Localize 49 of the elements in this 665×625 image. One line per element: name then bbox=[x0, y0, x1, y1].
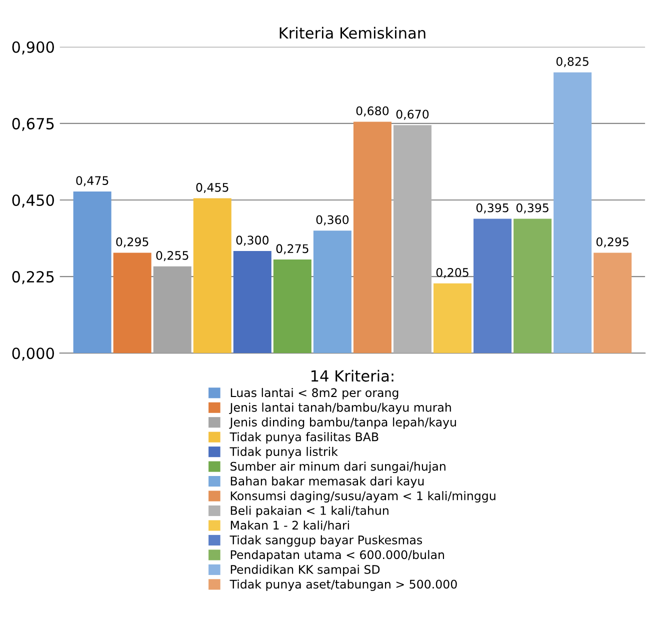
data-label: 0,360 bbox=[316, 215, 349, 226]
bar bbox=[233, 251, 272, 354]
legend-label: Bahan bakar memasak dari kayu bbox=[230, 476, 424, 488]
bar bbox=[393, 125, 432, 354]
data-label: 0,475 bbox=[76, 176, 108, 186]
legend-label: Pendapatan utama < 600.000/bulan bbox=[230, 550, 444, 562]
chart-title: Kriteria Kemiskinan bbox=[280, 26, 426, 39]
data-label: 0,255 bbox=[156, 250, 188, 262]
data-label: 0,455 bbox=[196, 182, 228, 194]
legend-label: Pendidikan KK sampai SD bbox=[230, 564, 380, 576]
legend-label: Jenis lantai tanah/bambu/kayu murah bbox=[229, 402, 451, 414]
data-label: 0,395 bbox=[476, 203, 508, 214]
bar bbox=[273, 260, 312, 354]
legend-label: Tidak punya aset/tabungan > 500.000 bbox=[230, 579, 457, 591]
y-tick-label: 0,900 bbox=[12, 41, 54, 54]
data-label: 0,680 bbox=[356, 106, 389, 116]
bar bbox=[474, 218, 512, 354]
bar bbox=[113, 252, 152, 354]
bar bbox=[353, 122, 392, 354]
data-label: 0,275 bbox=[276, 244, 308, 254]
bar bbox=[153, 266, 192, 354]
bar bbox=[514, 218, 552, 354]
data-label: 0,395 bbox=[516, 203, 548, 214]
data-label: 0,295 bbox=[596, 237, 628, 248]
legend-label: Makan 1 - 2 kali/hari bbox=[230, 520, 349, 531]
bar bbox=[433, 283, 472, 354]
legend-label: Tidak punya fasilitas BAB bbox=[230, 432, 378, 444]
y-tick-label: 0,225 bbox=[12, 271, 54, 284]
data-label: 0,295 bbox=[116, 237, 148, 248]
y-tick-label: 0,450 bbox=[12, 194, 54, 208]
data-label: 0,205 bbox=[436, 268, 468, 278]
legend-label: Beli pakaian < 1 kali/tahun bbox=[230, 506, 388, 518]
legend-label: Jenis dinding bambu/tanpa lepah/kayu bbox=[229, 417, 456, 429]
y-tick-label: 0,000 bbox=[12, 348, 54, 361]
data-label: 0,300 bbox=[236, 236, 269, 246]
legend-title: 14 Kriteria: bbox=[311, 370, 394, 382]
bar bbox=[594, 252, 632, 354]
bar bbox=[554, 72, 592, 354]
bar bbox=[73, 191, 112, 354]
bar bbox=[313, 230, 352, 354]
legend-label: Tidak punya listrik bbox=[230, 446, 338, 458]
legend-label: Luas lantai < 8m2 per orang bbox=[230, 388, 398, 400]
legend-label: Tidak sanggup bayar Puskesmas bbox=[230, 535, 422, 547]
y-tick-label: 0,675 bbox=[12, 118, 54, 132]
data-label: 0,670 bbox=[396, 110, 429, 120]
legend-label: Sumber air minum dari sungai/hujan bbox=[230, 462, 446, 474]
legend-label: Konsumsi daging/susu/ayam < 1 kali/minggu bbox=[230, 491, 496, 503]
data-label: 0,825 bbox=[556, 57, 588, 68]
bar bbox=[193, 198, 232, 354]
